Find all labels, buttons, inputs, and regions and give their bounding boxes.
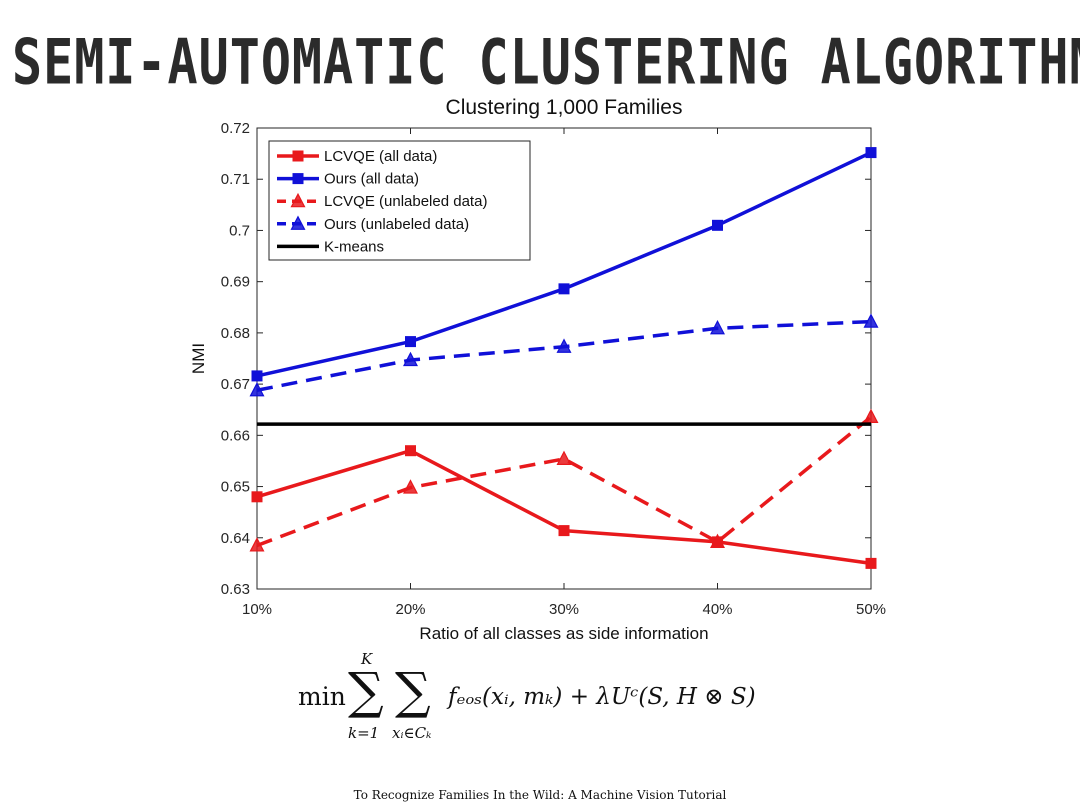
series-lcvqe-unlabeled-data-point: [556, 450, 572, 465]
y-tick-label: 0.7: [229, 222, 250, 239]
series-lcvqe-all-data-point: [865, 557, 877, 569]
formula-body: fₑₒₛ(xᵢ, mₖ) + λUᶜ(S, H ⊗ S): [448, 684, 756, 710]
formula-sum2-bottom: xᵢ∈Cₖ: [392, 724, 432, 742]
series-lcvqe-all-data-point: [251, 491, 263, 503]
y-tick-label: 0.68: [221, 325, 250, 342]
series-ours-all-data-point: [558, 283, 570, 295]
y-tick-label: 0.65: [221, 479, 250, 496]
series-ours-unlabeled-data-point: [710, 319, 725, 335]
legend-lcvqe-unlabeled-data-swatch-point: [290, 192, 306, 208]
formula-sum1-bottom: k=1: [348, 724, 380, 742]
series-ours-all-data-point: [712, 219, 723, 231]
y-tick-label: 0.67: [221, 376, 250, 393]
y-tick-label: 0.69: [221, 274, 250, 291]
series-ours-unlabeled-data-point: [863, 313, 879, 328]
series-lcvqe-unlabeled-data-point: [249, 537, 265, 552]
formula-sum1-top: K: [361, 650, 373, 668]
series-ours-all-data-point: [865, 147, 877, 159]
legend-lcvqe-unlabeled-data-label: LCVQE (unlabeled data): [324, 193, 487, 210]
series-lcvqe-unlabeled-data-line: [256, 415, 873, 548]
slide-footer: To Recognize Families In the Wild: A Mac…: [353, 788, 727, 802]
x-tick-label: 10%: [242, 601, 272, 618]
legend-lcvqe-all-data-swatch-point: [292, 150, 304, 162]
y-tick-label: 0.66: [221, 427, 250, 444]
x-tick-label: 40%: [702, 601, 732, 618]
x-tick-label: 30%: [549, 601, 579, 618]
formula-min: min: [298, 682, 346, 711]
series-ours-unlabeled-data-point: [403, 351, 418, 367]
y-tick-label: 0.72: [221, 120, 250, 137]
series-lcvqe-unlabeled-data-point: [863, 408, 879, 423]
y-tick-label: 0.71: [221, 171, 250, 188]
legend-ours-unlabeled-data-label: Ours (unlabeled data): [324, 216, 469, 233]
series-ours-all-data-point: [405, 336, 416, 348]
legend-ours-all-data-label: Ours (all data): [324, 171, 419, 188]
series-lcvqe-all-data-line: [256, 448, 872, 566]
legend-ours-unlabeled-data-swatch-point: [290, 215, 306, 230]
formula-sum2-sigma: ∑: [395, 662, 431, 720]
legend-k-means-label: K-means: [324, 238, 384, 255]
y-tick-label: 0.63: [221, 581, 250, 598]
series-ours-unlabeled-data-point: [556, 338, 572, 353]
x-tick-label: 20%: [395, 601, 425, 618]
y-tick-label: 0.64: [221, 530, 250, 547]
objective-formula: min K ∑ k=1 ∑ xᵢ∈Cₖ fₑₒₛ(xᵢ, mₖ) + λUᶜ(S…: [298, 646, 798, 746]
formula-sum1-sigma: ∑: [348, 662, 384, 720]
series-lcvqe-unlabeled-data-point: [403, 479, 418, 494]
legend-ours-all-data-swatch-point: [292, 173, 304, 185]
legend-lcvqe-all-data-label: LCVQE (all data): [324, 148, 437, 165]
series-lcvqe-all-data-point: [558, 525, 570, 537]
series-ours-all-data-point: [251, 370, 263, 382]
x-axis-label: Ratio of all classes as side information: [419, 624, 708, 643]
series-lcvqe-unlabeled-data-point: [710, 533, 725, 548]
x-tick-label: 50%: [856, 601, 886, 618]
slide-title: SEMI-AUTOMATIC CLUSTERING ALGORITHM: [12, 26, 1080, 99]
series-ours-unlabeled-data-point: [249, 381, 265, 397]
y-axis-label: NMI: [189, 343, 208, 374]
chart-title: Clustering 1,000 Families: [446, 96, 683, 119]
series-lcvqe-all-data-point: [405, 445, 416, 457]
